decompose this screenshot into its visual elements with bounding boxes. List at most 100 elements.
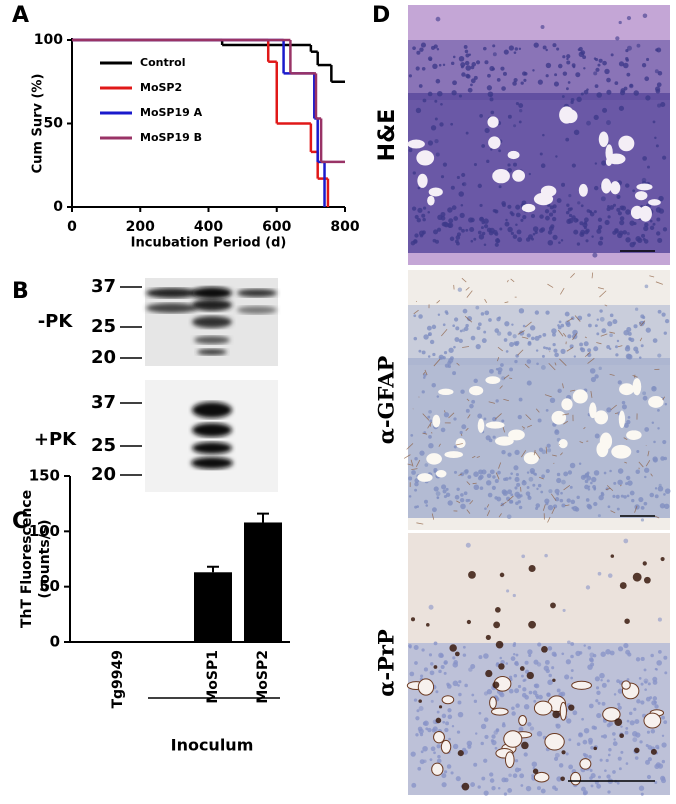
cell bbox=[428, 140, 433, 145]
cell bbox=[583, 790, 588, 795]
cell bbox=[440, 103, 443, 106]
cell bbox=[561, 239, 563, 241]
cell bbox=[421, 648, 424, 651]
cell bbox=[594, 115, 599, 120]
cell bbox=[626, 73, 630, 77]
scattered-cell bbox=[619, 21, 622, 24]
scattered-cell bbox=[542, 450, 547, 455]
cell bbox=[437, 755, 441, 759]
cell bbox=[545, 49, 547, 51]
vacuole bbox=[438, 389, 453, 395]
cell bbox=[515, 759, 518, 762]
vacuole bbox=[444, 451, 463, 458]
cell bbox=[457, 731, 460, 734]
cell bbox=[441, 428, 446, 433]
panel-label: A bbox=[12, 3, 29, 28]
prp-deposit bbox=[651, 749, 657, 755]
cell bbox=[570, 463, 576, 469]
cell bbox=[596, 332, 599, 335]
cell bbox=[634, 90, 639, 95]
cell bbox=[585, 480, 589, 484]
cell bbox=[456, 488, 459, 491]
cell bbox=[657, 409, 660, 412]
x-tick-label: 600 bbox=[262, 219, 291, 235]
scattered-cell bbox=[497, 331, 501, 335]
cell bbox=[469, 227, 474, 232]
cell bbox=[447, 764, 452, 769]
cell bbox=[568, 738, 571, 741]
cell bbox=[551, 666, 554, 669]
cell bbox=[596, 784, 601, 789]
cell bbox=[497, 471, 501, 475]
cell bbox=[569, 214, 572, 217]
cell bbox=[583, 753, 586, 756]
cell bbox=[507, 163, 510, 166]
cell bbox=[418, 314, 423, 319]
vacuole bbox=[619, 383, 634, 395]
cell bbox=[481, 144, 485, 148]
cell bbox=[625, 482, 628, 485]
cell bbox=[546, 469, 550, 473]
cell bbox=[538, 80, 543, 85]
cell bbox=[507, 788, 512, 793]
cell bbox=[488, 493, 493, 498]
cell bbox=[513, 341, 517, 345]
cell bbox=[430, 670, 435, 675]
cell bbox=[483, 218, 488, 223]
cell bbox=[605, 220, 610, 225]
cell bbox=[458, 693, 462, 697]
cell bbox=[657, 238, 662, 243]
cell bbox=[653, 338, 658, 343]
cell bbox=[460, 390, 464, 394]
cell bbox=[536, 349, 538, 351]
cell bbox=[511, 323, 513, 325]
cell bbox=[640, 314, 644, 318]
stain-label: α-GFAP bbox=[374, 356, 399, 445]
cell bbox=[527, 471, 529, 473]
cell bbox=[541, 789, 546, 794]
cell bbox=[461, 424, 466, 429]
cell bbox=[514, 688, 519, 693]
cell bbox=[509, 689, 514, 694]
cell bbox=[530, 325, 535, 330]
cell bbox=[636, 657, 640, 661]
scattered-cell bbox=[519, 109, 522, 112]
cell bbox=[499, 228, 502, 231]
cell bbox=[562, 55, 565, 58]
cell bbox=[656, 218, 660, 222]
cell bbox=[476, 60, 480, 64]
cell bbox=[518, 500, 521, 503]
cell bbox=[427, 326, 432, 331]
cell bbox=[657, 82, 662, 87]
cell bbox=[599, 59, 603, 63]
vacuole bbox=[618, 136, 634, 152]
prp-deposit bbox=[434, 665, 438, 669]
scattered-cell bbox=[431, 700, 434, 703]
cell bbox=[615, 345, 618, 348]
cell bbox=[415, 733, 418, 736]
cell bbox=[566, 54, 570, 58]
blot-band bbox=[192, 442, 232, 454]
cell bbox=[560, 324, 564, 328]
vacuole bbox=[417, 473, 432, 482]
cell bbox=[646, 58, 649, 61]
cell bbox=[547, 444, 551, 448]
cell bbox=[553, 343, 556, 346]
blot-band bbox=[192, 316, 232, 328]
scattered-cell bbox=[577, 201, 580, 204]
cell bbox=[432, 325, 436, 329]
cell bbox=[458, 712, 464, 718]
cell bbox=[536, 488, 538, 490]
cell bbox=[437, 711, 440, 714]
cell bbox=[498, 787, 501, 790]
cell bbox=[534, 683, 539, 688]
blot-image bbox=[145, 380, 278, 492]
cell bbox=[579, 462, 581, 464]
cell bbox=[628, 416, 631, 419]
scattered-cell bbox=[462, 328, 465, 331]
cell bbox=[418, 350, 421, 353]
cell bbox=[461, 173, 465, 177]
cell bbox=[542, 355, 545, 358]
bar bbox=[99, 641, 137, 642]
cell bbox=[409, 148, 413, 152]
